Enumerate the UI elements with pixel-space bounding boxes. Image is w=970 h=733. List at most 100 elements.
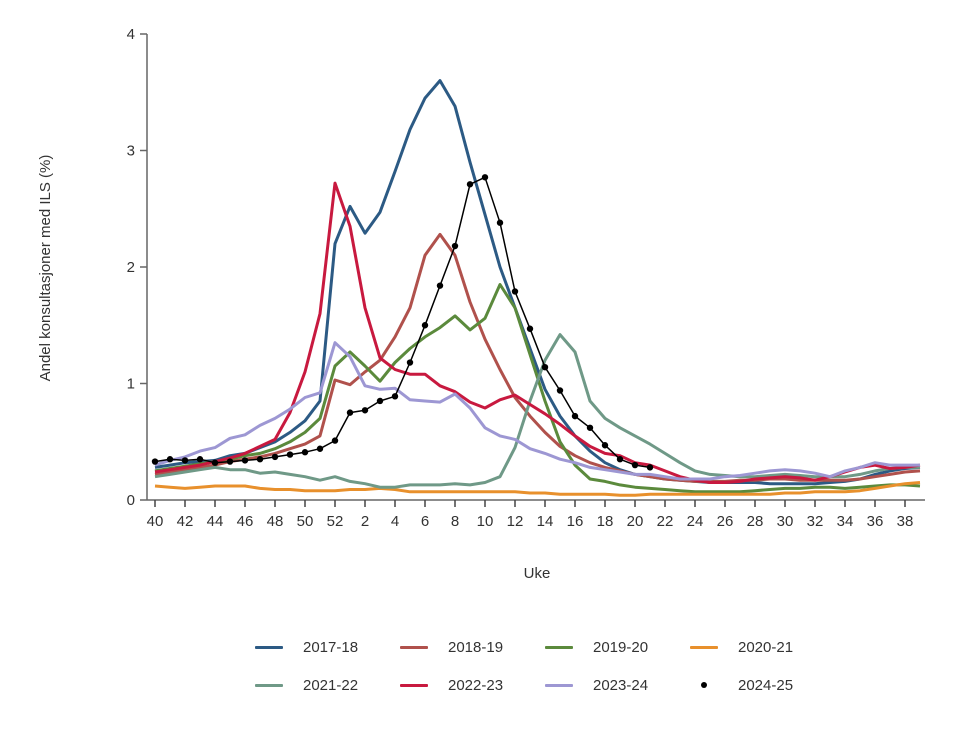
chart-legend: 2017-18 2018-19 2019-20 2020-21 2021-22 2022-… xyxy=(255,636,835,696)
series-line-2018-19 xyxy=(154,232,921,483)
x-tick-label: 34 xyxy=(837,513,854,530)
x-tick-label: 10 xyxy=(477,513,494,530)
x-tick-label: 44 xyxy=(207,513,224,530)
legend-marker-dot xyxy=(690,682,718,688)
legend-label: 2019-20 xyxy=(593,638,649,656)
data-point-2024-25 xyxy=(391,393,399,400)
legend-item-2017-18: 2017-18 xyxy=(255,636,400,658)
data-point-2024-25 xyxy=(286,451,294,458)
x-tick-label: 28 xyxy=(747,513,764,530)
x-tick-label: 50 xyxy=(297,513,314,530)
x-tick-label: 30 xyxy=(777,513,794,530)
legend-item-2021-22: 2021-22 xyxy=(255,674,400,696)
data-point-2024-25 xyxy=(616,456,624,463)
legend-line-swatch xyxy=(255,645,283,649)
y-tick-label: 0 xyxy=(127,492,135,509)
data-point-2024-25 xyxy=(541,363,549,371)
data-point-2024-25 xyxy=(211,459,219,466)
x-axis-ticks: 40 42 44 46 48 50 52 2 4 6 8 10 12 14 16 18 20 22 24 26 28 30… xyxy=(147,500,914,530)
data-point-2024-25 xyxy=(181,457,189,464)
y-axis-title: Andel konsultasjoner med ILS (%) xyxy=(37,155,54,382)
legend-label: 2018-19 xyxy=(448,638,504,656)
data-point-2024-25 xyxy=(346,409,354,416)
data-point-2024-25 xyxy=(316,445,324,452)
legend-item-2022-23: 2022-23 xyxy=(400,674,545,696)
x-tick-label: 8 xyxy=(451,513,459,530)
x-tick-label: 20 xyxy=(627,513,644,530)
data-point-2024-25 xyxy=(166,456,174,463)
x-tick-label: 36 xyxy=(867,513,884,530)
legend-label: 2017-18 xyxy=(303,638,359,656)
data-point-2024-25 xyxy=(631,461,639,469)
x-tick-label: 46 xyxy=(237,513,254,530)
data-point-2024-25 xyxy=(496,219,504,226)
legend-line-swatch xyxy=(690,645,718,649)
series-line-2019-20 xyxy=(154,283,921,494)
plot-area xyxy=(151,79,921,497)
data-point-2024-25 xyxy=(226,458,234,465)
x-tick-label: 14 xyxy=(537,513,554,530)
x-axis-title: Uke xyxy=(524,565,551,582)
x-tick-label: 6 xyxy=(421,513,429,530)
legend-dot-icon xyxy=(701,682,707,688)
legend-label: 2023-24 xyxy=(593,676,649,694)
legend-item-2024-25: 2024-25 xyxy=(690,674,835,696)
legend-line-swatch xyxy=(545,683,573,687)
data-point-2024-25 xyxy=(511,288,519,295)
legend-label: 2020-21 xyxy=(738,638,794,656)
legend-line-swatch xyxy=(255,683,283,687)
legend-line-swatch xyxy=(545,645,573,649)
x-tick-label: 52 xyxy=(327,513,344,530)
x-tick-label: 12 xyxy=(507,513,524,530)
data-point-2024-25 xyxy=(256,456,264,463)
x-tick-label: 4 xyxy=(391,513,399,530)
data-point-2024-25 xyxy=(376,397,384,405)
data-point-2024-25 xyxy=(241,457,249,464)
legend-line-swatch xyxy=(400,683,428,687)
data-point-2024-25 xyxy=(421,322,429,329)
data-point-2024-25 xyxy=(571,412,579,420)
data-point-2024-25 xyxy=(436,282,444,289)
x-tick-label: 22 xyxy=(657,513,674,530)
legend-label: 2022-23 xyxy=(448,676,504,694)
data-point-2024-25 xyxy=(556,387,564,394)
x-tick-label: 40 xyxy=(147,513,164,530)
x-tick-label: 26 xyxy=(717,513,734,530)
data-point-2024-25 xyxy=(271,453,279,461)
x-tick-label: 38 xyxy=(897,513,914,530)
x-tick-label: 32 xyxy=(807,513,824,530)
series-line-2023-24 xyxy=(154,341,920,481)
x-tick-label: 18 xyxy=(597,513,614,530)
series-line-2024-25 xyxy=(154,176,651,469)
x-tick-label: 42 xyxy=(177,513,194,530)
legend-item-2023-24: 2023-24 xyxy=(545,674,690,696)
legend-item-2018-19: 2018-19 xyxy=(400,636,545,658)
data-point-2024-25 xyxy=(451,242,459,250)
data-point-2024-25 xyxy=(361,407,369,414)
data-point-2024-25 xyxy=(301,449,309,456)
data-point-2024-25 xyxy=(481,174,489,181)
legend-label: 2021-22 xyxy=(303,676,359,694)
legend-label: 2024-25 xyxy=(738,676,794,694)
data-point-2024-25 xyxy=(196,456,204,463)
x-tick-label: 48 xyxy=(267,513,284,530)
y-tick-label: 1 xyxy=(127,376,135,393)
x-tick-label: 24 xyxy=(687,513,704,530)
data-point-2024-25 xyxy=(466,181,474,188)
series-line-2021-22 xyxy=(154,333,920,489)
x-tick-label: 2 xyxy=(361,513,369,530)
data-point-2024-25 xyxy=(526,325,534,332)
y-axis-ticks: 0 1 2 3 4 xyxy=(127,26,147,509)
data-point-2024-25 xyxy=(646,464,654,471)
legend-item-2019-20: 2019-20 xyxy=(545,636,690,658)
y-tick-label: 2 xyxy=(127,259,135,276)
data-point-2024-25 xyxy=(151,458,159,465)
data-point-2024-25 xyxy=(586,424,594,431)
series-line-2022-23 xyxy=(154,181,921,484)
series-line-2017-18 xyxy=(154,79,921,486)
y-tick-label: 3 xyxy=(127,143,135,160)
data-point-2024-25 xyxy=(331,437,339,444)
x-tick-label: 16 xyxy=(567,513,584,530)
series-line-2020-21 xyxy=(154,481,921,497)
